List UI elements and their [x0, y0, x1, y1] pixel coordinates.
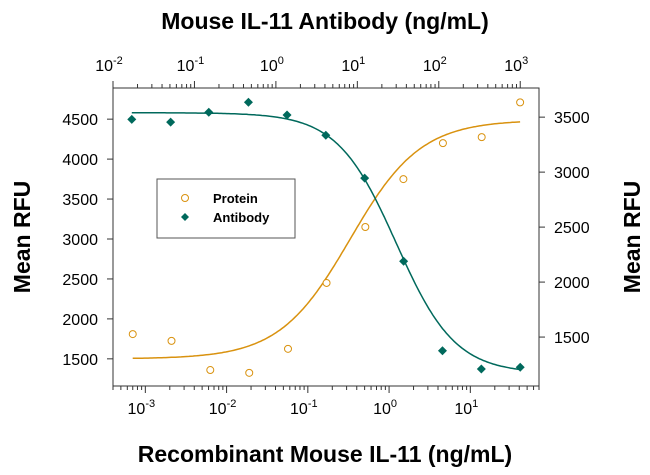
legend-label-protein: Protein	[213, 191, 258, 206]
antibody-data-point	[399, 256, 409, 266]
legend-marker-antibody	[181, 213, 189, 221]
y-left-tick-label: 1500	[62, 352, 98, 369]
antibody-data-point	[476, 364, 486, 374]
protein-data-point	[399, 175, 408, 184]
protein-data-point	[322, 278, 331, 287]
x-bottom-tick-label: 10-2	[209, 398, 237, 418]
x-top-tick-label: 103	[504, 55, 528, 75]
antibody-data-point	[437, 346, 447, 356]
protein-data-point	[516, 98, 525, 107]
antibody-data-point	[166, 117, 176, 127]
y-axis-title-right: Mean RFU	[619, 181, 645, 293]
y-left-tick-label: 4500	[62, 112, 98, 129]
x-top-tick-label: 101	[341, 55, 365, 75]
protein-data-point	[128, 330, 137, 339]
legend: Protein Antibody	[156, 178, 296, 239]
protein-data-point	[438, 139, 447, 148]
x-bottom-tick-label: 10-3	[128, 398, 156, 418]
x-top-tick-label: 10-1	[177, 55, 205, 75]
antibody-fit-curve	[131, 112, 521, 371]
protein-data-point	[245, 368, 254, 377]
x-bottom-tick-label: 100	[373, 398, 397, 418]
x-bottom-tick-label: 101	[454, 398, 478, 418]
y-axis-title-left: Mean RFU	[9, 181, 35, 293]
y-left-tick-label: 3500	[62, 192, 98, 209]
x-top-tick-label: 100	[260, 55, 284, 75]
protein-fit-curve	[132, 121, 521, 360]
protein-data-point	[361, 223, 370, 232]
x-bottom-tick-label: 10-1	[290, 398, 318, 418]
y-left-tick-label: 2000	[62, 312, 98, 329]
protein-data-point	[477, 133, 486, 142]
antibody-data-point	[243, 97, 253, 107]
x-axis-title: Recombinant Mouse IL-11 (ng/mL)	[138, 441, 512, 467]
protein-data-point	[167, 336, 176, 345]
x-top-tick-label: 102	[423, 55, 447, 75]
antibody-data-point	[321, 130, 331, 140]
y-right-tick-label: 3000	[554, 165, 590, 182]
y-right-tick-label: 1500	[554, 330, 590, 347]
plot-frame	[112, 87, 540, 387]
y-left-tick-label: 4000	[62, 152, 98, 169]
top-axis-title: Mouse IL-11 Antibody (ng/mL)	[161, 8, 489, 34]
antibody-data-point	[282, 110, 292, 120]
antibody-data-point	[360, 173, 370, 183]
legend-box	[156, 178, 296, 239]
y-right-tick-label: 3500	[554, 110, 590, 127]
antibody-data-point	[515, 362, 525, 372]
y-left-tick-label: 2500	[62, 272, 98, 289]
y-right-tick-label: 2500	[554, 220, 590, 237]
y-left-tick-label: 3000	[62, 232, 98, 249]
legend-label-antibody: Antibody	[213, 210, 270, 225]
antibody-data-point	[127, 114, 137, 124]
x-top-tick-label: 10-2	[95, 55, 123, 75]
protein-data-point	[206, 366, 215, 375]
protein-data-point	[283, 344, 292, 353]
y-right-tick-label: 2000	[554, 275, 590, 292]
legend-marker-protein	[181, 194, 189, 202]
antibody-data-point	[204, 107, 214, 117]
